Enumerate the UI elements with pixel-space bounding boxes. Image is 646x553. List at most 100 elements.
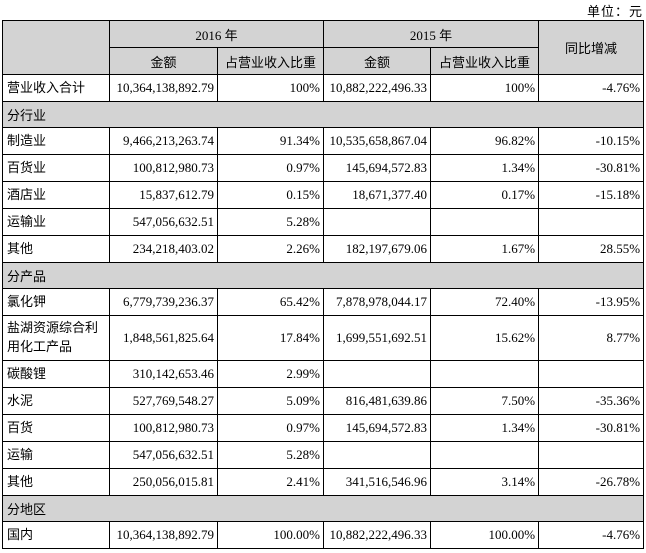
amount-2015-cell: 1,699,551,692.51	[323, 315, 432, 361]
ratio-2015-cell: 1.34%	[430, 154, 540, 182]
header-amount-2015: 金额	[323, 47, 432, 75]
amount-2015-cell: 10,882,222,496.33	[323, 74, 432, 102]
yoy-cell: -35.36%	[538, 387, 645, 415]
header-ratio-2016: 占营业收入比重	[216, 47, 325, 75]
ratio-2016-cell: 91.34%	[216, 127, 325, 155]
table-row: 酒店业 15,837,612.79 0.15% 18,671,377.40 0.17% -…	[2, 181, 645, 209]
ratio-2015-cell: 15.62%	[430, 315, 540, 361]
ratio-2015-cell	[430, 441, 540, 469]
ratio-2015-cell: 100%	[430, 74, 540, 102]
row-label: 氯化钾	[2, 288, 110, 316]
yoy-cell	[538, 208, 645, 236]
amount-2016-cell: 527,769,548.27	[109, 387, 218, 415]
table-row: 水泥 527,769,548.27 5.09% 816,481,639.86 7.50%…	[2, 387, 645, 415]
unit-label: 单位：元	[586, 4, 643, 19]
row-label: 运输	[2, 441, 110, 469]
yoy-cell: -15.18%	[538, 181, 645, 209]
row-label: 国内	[2, 521, 110, 549]
amount-2015-cell: 10,882,222,496.33	[323, 521, 432, 549]
yoy-cell: -13.95%	[538, 288, 645, 316]
ratio-2015-cell: 3.14%	[430, 468, 540, 496]
amount-2016-cell: 15,837,612.79	[109, 181, 218, 209]
amount-2015-cell	[323, 441, 432, 469]
header-year-2016: 2016 年	[108, 20, 325, 48]
ratio-2015-cell: 0.17%	[430, 181, 540, 209]
table-row: 氯化钾 6,779,739,236.37 65.42% 7,878,978,044.1…	[2, 288, 645, 316]
table-row: 营业收入合计 10,364,138,892.79 100% 10,882,222,49…	[2, 74, 645, 102]
row-label: 运输业	[2, 208, 110, 236]
amount-2015-cell	[323, 208, 432, 236]
amount-2016-cell: 100,812,980.73	[109, 414, 218, 442]
table-row: 制造业 9,466,213,263.74 91.34% 10,535,658,867.…	[2, 127, 645, 155]
ratio-2015-cell	[430, 360, 540, 388]
row-label: 百货业	[2, 154, 110, 182]
revenue-breakdown-table: 2016 年 2015 年 同比增减 金额 占营业收入比重 金额 占营业收入比重…	[1, 20, 645, 549]
amount-2016-cell: 310,142,653.46	[109, 360, 218, 388]
ratio-2015-cell: 1.34%	[430, 414, 540, 442]
yoy-cell: 28.55%	[538, 235, 645, 263]
header-amount-2016: 金额	[109, 47, 218, 75]
row-label: 碳酸锂	[2, 360, 110, 388]
ratio-2016-cell: 5.28%	[216, 208, 325, 236]
row-label: 营业收入合计	[2, 74, 110, 102]
amount-2015-cell: 145,694,572.83	[323, 414, 432, 442]
ratio-2016-cell: 17.84%	[216, 315, 325, 361]
amount-2015-cell: 10,535,658,867.04	[323, 127, 432, 155]
yoy-cell: 8.77%	[538, 315, 645, 361]
table-row: 其他 250,056,015.81 2.41% 341,516,546.96 3.14%…	[2, 468, 645, 496]
amount-2016-cell: 6,779,739,236.37	[109, 288, 218, 316]
row-label: 百货	[2, 414, 110, 442]
header-corner-cell	[2, 20, 110, 75]
amount-2016-cell: 10,364,138,892.79	[109, 521, 218, 549]
yoy-cell	[538, 360, 645, 388]
amount-2016-cell: 9,466,213,263.74	[109, 127, 218, 155]
amount-2016-cell: 1,848,561,825.64	[109, 315, 218, 361]
ratio-2015-cell: 1.67%	[430, 235, 540, 263]
ratio-2015-cell: 96.82%	[430, 127, 540, 155]
row-label: 制造业	[2, 127, 110, 155]
yoy-cell: -30.81%	[538, 414, 645, 442]
section-row: 分地区	[1, 495, 645, 522]
header-ratio-2015: 占营业收入比重	[430, 47, 540, 75]
amount-2015-cell: 18,671,377.40	[323, 181, 432, 209]
amount-2016-cell: 547,056,632.51	[109, 441, 218, 469]
section-row: 分产品	[1, 262, 645, 289]
ratio-2016-cell: 65.42%	[216, 288, 325, 316]
ratio-2016-cell: 5.09%	[216, 387, 325, 415]
ratio-2015-cell: 72.40%	[430, 288, 540, 316]
header-year-2015: 2015 年	[323, 20, 540, 48]
yoy-cell	[538, 441, 645, 469]
ratio-2016-cell: 2.99%	[216, 360, 325, 388]
yoy-cell: -26.78%	[538, 468, 645, 496]
section-row: 分行业	[1, 101, 645, 128]
amount-2016-cell: 250,056,015.81	[109, 468, 218, 496]
amount-2016-cell: 10,364,138,892.79	[109, 74, 218, 102]
ratio-2016-cell: 0.97%	[216, 154, 325, 182]
header-yoy: 同比增减	[538, 20, 645, 75]
ratio-2016-cell: 0.97%	[216, 414, 325, 442]
ratio-2016-cell: 100%	[216, 74, 325, 102]
amount-2015-cell: 7,878,978,044.17	[323, 288, 432, 316]
row-label: 其他	[2, 235, 110, 263]
table-row: 运输 547,056,632.51 5.28%	[2, 441, 645, 469]
table-row: 百货业 100,812,980.73 0.97% 145,694,572.83 1.34…	[2, 154, 645, 182]
amount-2016-cell: 100,812,980.73	[109, 154, 218, 182]
amount-2015-cell: 182,197,679.06	[323, 235, 432, 263]
amount-2015-cell	[323, 360, 432, 388]
amount-2015-cell: 145,694,572.83	[323, 154, 432, 182]
section-label: 分产品	[1, 262, 645, 289]
ratio-2016-cell: 5.28%	[216, 441, 325, 469]
amount-2016-cell: 547,056,632.51	[109, 208, 218, 236]
amount-2016-cell: 234,218,403.02	[109, 235, 218, 263]
yoy-cell: -30.81%	[538, 154, 645, 182]
table-row: 盐湖资源综合利用化工产品 1,848,561,825.64 17.84% 1,699,…	[2, 315, 645, 361]
ratio-2015-cell: 100.00%	[430, 521, 540, 549]
table-body: 营业收入合计 10,364,138,892.79 100% 10,882,222,49…	[1, 74, 645, 549]
yoy-cell: -4.76%	[538, 521, 645, 549]
ratio-2016-cell: 2.41%	[216, 468, 325, 496]
table-row: 百货 100,812,980.73 0.97% 145,694,572.83 1.34%…	[2, 414, 645, 442]
row-label: 盐湖资源综合利用化工产品	[2, 315, 110, 361]
ratio-2015-cell	[430, 208, 540, 236]
yoy-cell: -10.15%	[538, 127, 645, 155]
section-label: 分行业	[1, 101, 645, 128]
